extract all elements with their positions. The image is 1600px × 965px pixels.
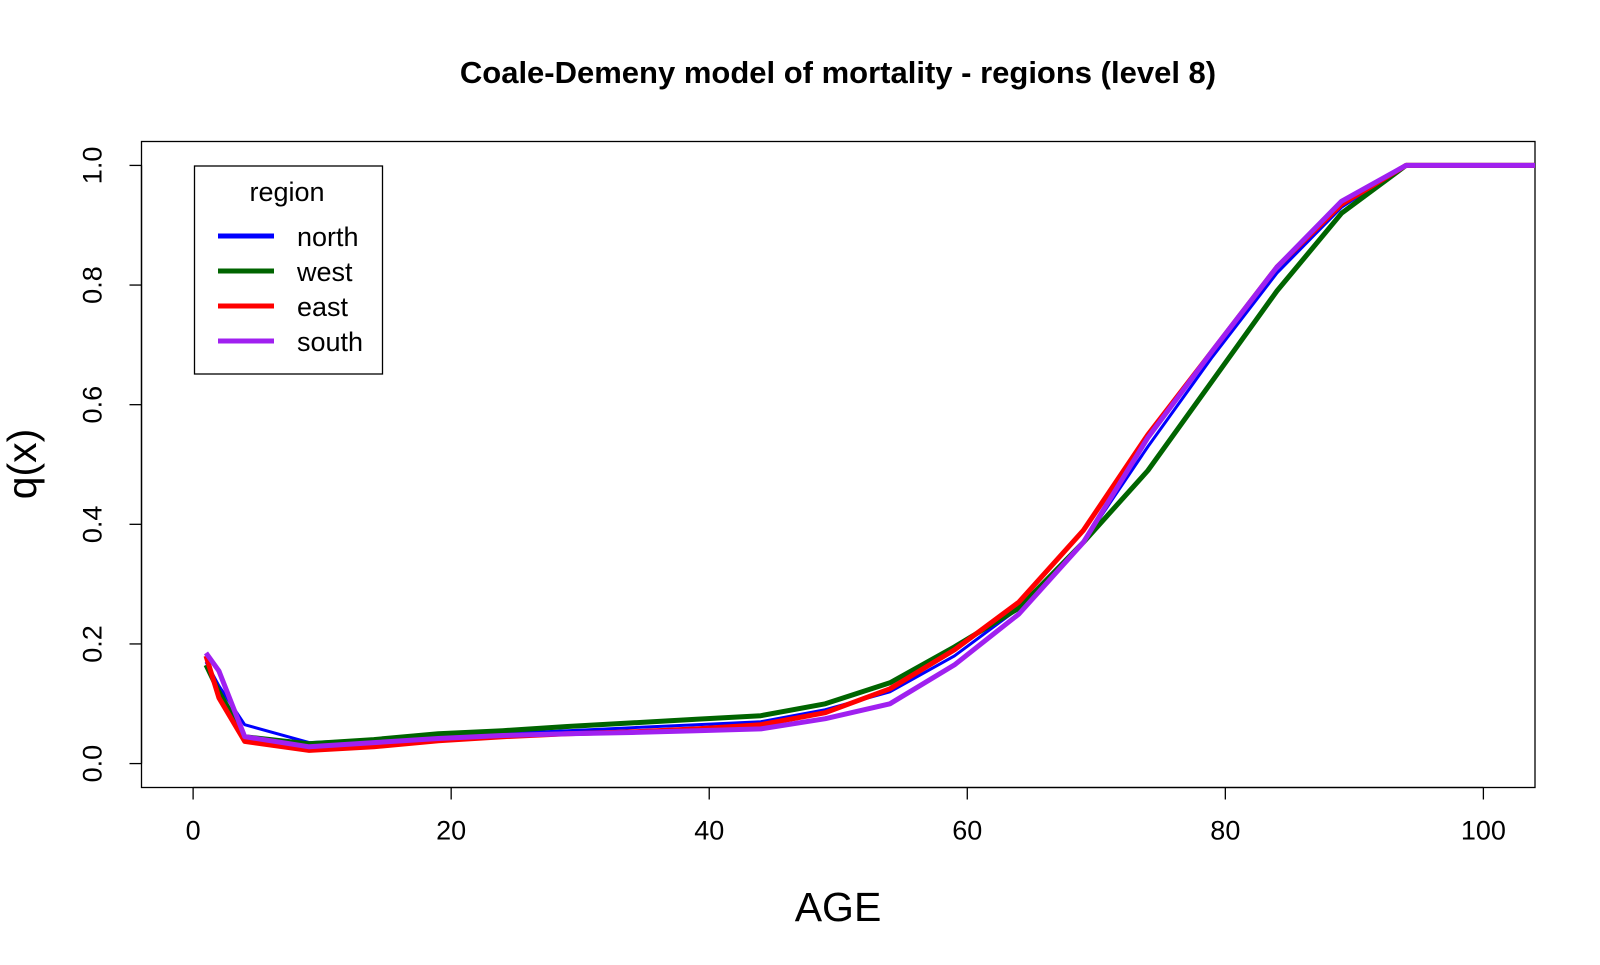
y-tick-label: 0.0 — [78, 745, 108, 783]
series-line-south — [203, 162, 1535, 750]
x-axis-label: AGE — [795, 884, 882, 930]
y-tick-label: 0.4 — [78, 506, 108, 544]
x-tick-label: 0 — [186, 816, 201, 846]
x-tick-label: 100 — [1461, 816, 1506, 846]
y-tick-label: 1.0 — [78, 147, 108, 185]
y-axis: 0.0 0.2 0.4 0.6 0.8 1.0 — [78, 147, 143, 783]
legend-label-east: east — [297, 292, 349, 322]
legend-label-north: north — [297, 222, 359, 252]
legend: region north west east south — [193, 165, 384, 375]
series-line-west — [203, 162, 1535, 747]
x-tick-label: 80 — [1210, 816, 1240, 846]
legend-label-west: west — [296, 257, 353, 287]
legend-title: region — [249, 177, 324, 207]
y-tick-label: 0.8 — [78, 266, 108, 304]
x-axis: 0 20 40 60 80 100 — [186, 786, 1506, 846]
y-tick-label: 0.6 — [78, 386, 108, 424]
x-tick-label: 40 — [694, 816, 724, 846]
x-tick-label: 60 — [952, 816, 982, 846]
x-tick-label: 20 — [436, 816, 466, 846]
series-layer — [203, 162, 1535, 753]
y-tick-label: 0.2 — [78, 625, 108, 663]
series-line-north — [204, 163, 1535, 745]
series-line-east — [203, 162, 1535, 753]
chart-title: Coale-Demeny model of mortality - region… — [460, 55, 1216, 90]
legend-label-south: south — [297, 327, 363, 357]
y-axis-label: q(x) — [0, 429, 45, 500]
